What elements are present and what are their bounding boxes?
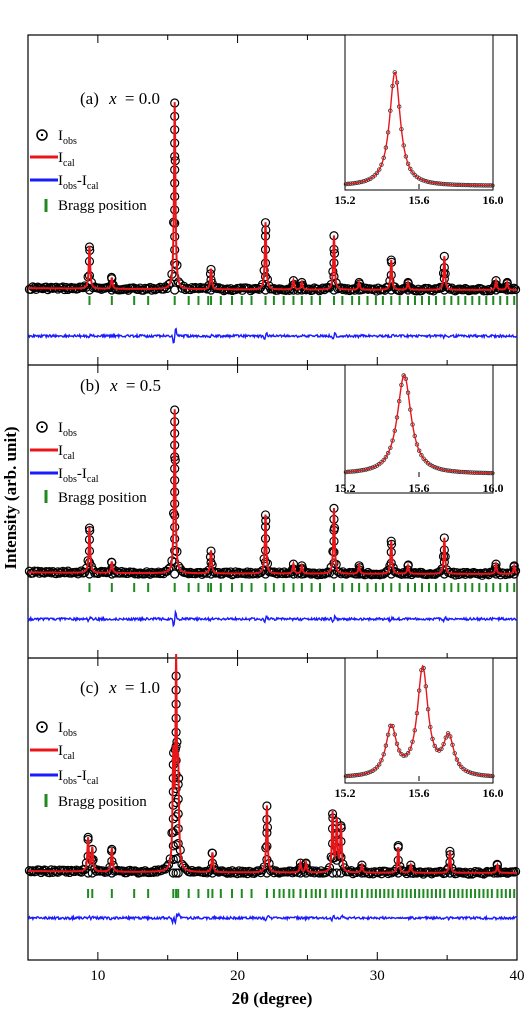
legend-diff-label: Iobs-Ical — [58, 173, 99, 192]
inset: 15.2 15.6 16.0 — [335, 365, 504, 495]
bragg-markers — [89, 296, 514, 305]
observed-point — [171, 233, 179, 241]
panel-label-prefix: (c) — [80, 678, 99, 697]
legend: Iobs Ical Iobs-Ical Bragg position — [30, 720, 147, 810]
difference-curve — [28, 913, 517, 922]
panel-label-prefix: (a) — [80, 89, 99, 108]
observed-point — [440, 558, 448, 566]
inset-tick-label: 15.2 — [335, 481, 356, 495]
legend-diff-label: Iobs-Ical — [58, 768, 99, 787]
observed-point — [171, 246, 179, 254]
panel-label: (c) x = 1.0 — [80, 678, 160, 697]
panel-label: (b) x = 0.5 — [80, 376, 161, 395]
observed-point — [440, 275, 448, 283]
inset-tick-label: 16.0 — [483, 481, 504, 495]
x-tick-label: 20 — [230, 968, 245, 984]
legend-cal-label: Ical — [58, 150, 75, 169]
panel-b: (b) x = 0.5 Iobs Ical Iobs-Ical Bragg po… — [25, 365, 519, 626]
legend-cal-label: Ical — [58, 443, 75, 462]
bragg-markers — [88, 889, 514, 898]
legend: Iobs Ical Iobs-Ical Bragg position — [30, 420, 147, 506]
observed-point — [171, 286, 179, 294]
panel-label-var: x — [108, 678, 117, 697]
panel-a: (a) x = 0.0 Iobs Ical Iobs-Ical Bragg po… — [25, 35, 519, 343]
inset-tick-label: 16.0 — [483, 786, 504, 800]
inset-tick-label: 15.2 — [335, 786, 356, 800]
panel-label-value: = 1.0 — [125, 678, 160, 697]
panel-c: (c) x = 1.0 Iobs Ical Iobs-Ical Bragg po… — [25, 654, 519, 923]
observed-point — [387, 559, 395, 567]
x-tick-label: 40 — [510, 968, 525, 984]
inset-tick-label: 15.2 — [335, 193, 356, 207]
inset-tick-label: 16.0 — [483, 193, 504, 207]
legend-obs-marker-dot — [41, 134, 43, 136]
legend-cal-label: Ical — [58, 743, 75, 762]
legend-bragg-label: Bragg position — [58, 794, 147, 810]
x-tick-label: 10 — [90, 968, 105, 984]
inset-frame — [345, 35, 493, 190]
x-axis-title: 2θ (degree) — [232, 989, 313, 1008]
panel-label-prefix: (b) — [80, 376, 100, 395]
legend-obs-label: Iobs — [58, 128, 77, 147]
inset-tick-label: 15.6 — [409, 193, 430, 207]
legend-obs-label: Iobs — [58, 720, 77, 739]
panel-label-var: x — [108, 89, 117, 108]
legend-obs-marker-dot — [41, 726, 43, 728]
legend: Iobs Ical Iobs-Ical Bragg position — [30, 128, 147, 214]
panel-label: (a) x = 0.0 — [80, 89, 160, 108]
difference-curve — [28, 329, 517, 343]
y-axis-title: Intensity (arb. unit) — [1, 426, 20, 569]
legend-diff-label: Iobs-Ical — [58, 466, 99, 485]
inset: 15.2 15.6 16.0 — [335, 658, 504, 800]
inset-tick-label: 15.6 — [409, 481, 430, 495]
legend-obs-label: Iobs — [58, 420, 77, 439]
observed-point — [171, 535, 179, 543]
x-tick-label: 30 — [370, 968, 385, 984]
inset-tick-label: 15.6 — [409, 786, 430, 800]
panel-label-value: = 0.0 — [125, 89, 160, 108]
inset: 15.2 15.6 16.0 — [335, 35, 504, 207]
legend-bragg-label: Bragg position — [58, 198, 147, 214]
panel-label-var: x — [109, 376, 118, 395]
legend-obs-marker-dot — [41, 426, 43, 428]
legend-bragg-label: Bragg position — [58, 490, 147, 506]
panel-label-value: = 0.5 — [126, 376, 161, 395]
difference-curve — [28, 612, 517, 626]
observed-point — [171, 523, 179, 531]
inset-frame — [345, 658, 493, 783]
observed-point — [171, 570, 179, 578]
bragg-markers — [89, 583, 514, 592]
